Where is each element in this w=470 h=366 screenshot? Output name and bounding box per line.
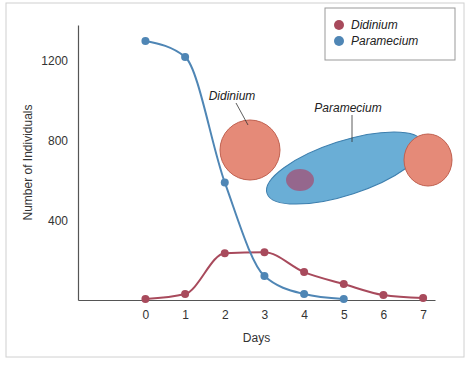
- point: [181, 53, 189, 61]
- tick: 2: [222, 300, 229, 322]
- annotation-leader: [352, 115, 353, 142]
- point: [181, 290, 189, 298]
- point: [260, 272, 268, 280]
- panel: [6, 3, 464, 357]
- point: [340, 295, 348, 303]
- tick: 5: [341, 300, 348, 322]
- tick-label: 7: [420, 308, 427, 322]
- series-line: [145, 252, 423, 299]
- tick: 0: [143, 300, 150, 322]
- point: [260, 248, 268, 256]
- annotation: Paramecium: [314, 101, 381, 115]
- tick: 1200: [41, 54, 78, 68]
- tick-label: 6: [381, 308, 388, 322]
- point: [300, 290, 308, 298]
- tick-label: 0: [143, 308, 150, 322]
- y-axis-title: Number of Individuals: [21, 104, 35, 220]
- tick: 4: [301, 300, 308, 322]
- legend: Didinium Paramecium: [325, 8, 455, 60]
- tick-label: 400: [48, 214, 68, 228]
- tick-label: 3: [262, 308, 269, 322]
- point: [379, 291, 387, 299]
- legend-label: Didinium: [351, 18, 398, 32]
- tick: 800: [48, 134, 78, 148]
- tick-label: 5: [341, 308, 348, 322]
- tick: 7: [420, 300, 427, 322]
- annotation-leader: [236, 103, 248, 125]
- point: [300, 268, 308, 276]
- illustration: [220, 117, 452, 219]
- legend-box: [325, 8, 455, 60]
- legend-label: Paramecium: [351, 34, 418, 48]
- point: [221, 249, 229, 257]
- legend-marker: [334, 36, 344, 46]
- tick: 3: [262, 300, 269, 322]
- x-axis-title: Days: [243, 331, 270, 345]
- point: [419, 294, 427, 302]
- annotation: Didinium: [209, 89, 256, 103]
- tick: 6: [381, 300, 388, 322]
- tick-label: 1200: [41, 54, 68, 68]
- point: [141, 37, 149, 45]
- point: [141, 295, 149, 303]
- legend-entry: Paramecium: [334, 34, 418, 48]
- tick-label: 4: [301, 308, 308, 322]
- axis-line: [79, 300, 436, 301]
- axis-line: [78, 26, 79, 301]
- didinium-shape: [404, 134, 452, 186]
- point: [221, 178, 229, 186]
- tick: 1: [182, 300, 189, 322]
- tick-label: 1: [182, 308, 189, 322]
- y-axis: 400 800 1200: [41, 26, 78, 301]
- legend-marker: [334, 20, 344, 30]
- legend-entry: Didinium: [334, 18, 398, 32]
- tick-label: 2: [222, 308, 229, 322]
- tick: 400: [48, 214, 78, 228]
- x-axis: 0 1 2 3 4 5 6 7: [79, 300, 436, 322]
- didinium-shape: [220, 120, 280, 180]
- point: [340, 280, 348, 288]
- tick-label: 800: [48, 134, 68, 148]
- didinium-shape: [286, 169, 314, 191]
- chart: 0 1 2 3 4 5 6 7 400 800 1200 Days Number of Individu…: [0, 0, 470, 366]
